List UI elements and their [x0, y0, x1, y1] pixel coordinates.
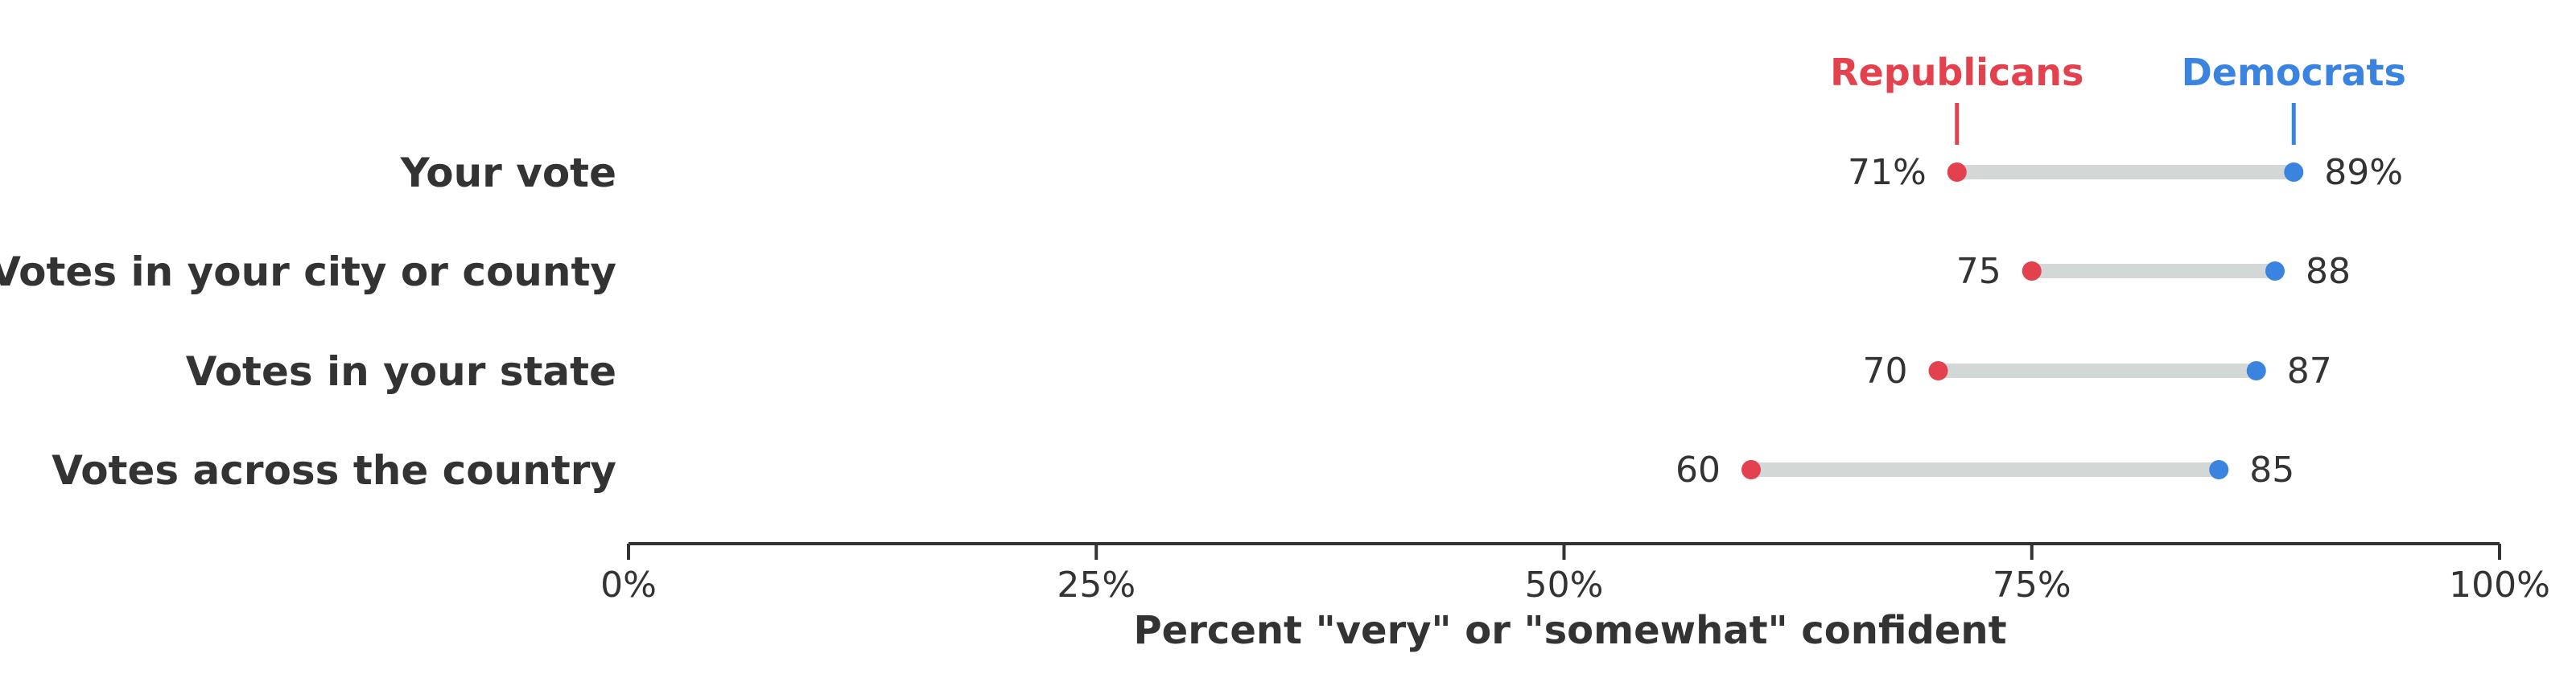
democrat-point	[2246, 361, 2266, 380]
category-label: Votes in your state	[186, 348, 616, 395]
x-tick-label: 25%	[1057, 565, 1136, 606]
republican-value-label: 60	[1675, 450, 1721, 491]
category-label: Votes in your city or county	[0, 249, 616, 295]
democrat-value-label: 87	[2287, 351, 2332, 392]
data-labels: 71% 89% 75 88 70 87 60 85	[1675, 152, 2403, 491]
x-axis-title: Percent "very" or "somewhat" confident	[1133, 608, 2006, 653]
x-tick-label: 100%	[2449, 565, 2550, 606]
republican-point	[2022, 261, 2042, 281]
republican-value-label: 70	[1863, 351, 1908, 392]
democrat-point	[2209, 460, 2229, 479]
democrat-value-label: 89%	[2324, 152, 2403, 193]
category-label: Votes across the country	[52, 447, 616, 494]
x-tick-label: 75%	[1993, 565, 2071, 606]
category-labels: Your vote Votes in your city or county Vot…	[0, 150, 616, 494]
democrat-value-label: 88	[2306, 251, 2351, 292]
democrat-value-label: 85	[2249, 450, 2294, 491]
data-points	[1741, 162, 2304, 479]
democrats-legend-label: Democrats	[2182, 51, 2406, 94]
democrat-point	[2284, 162, 2304, 182]
category-label: Your vote	[400, 150, 616, 196]
range-bars	[1751, 165, 2294, 477]
x-tick-label: 50%	[1525, 565, 1604, 606]
x-axis: 0% 25% 50% 75% 100%	[600, 542, 2550, 606]
republican-point	[1928, 361, 1948, 380]
republican-value-label: 75	[1956, 251, 2001, 292]
legend: Republicans Democrats	[1830, 51, 2406, 145]
democrat-point	[2265, 261, 2285, 281]
republican-value-label: 71%	[1848, 152, 1927, 193]
republicans-legend-label: Republicans	[1830, 51, 2083, 94]
republican-point	[1741, 460, 1761, 479]
x-tick-label: 0%	[600, 565, 657, 606]
republican-point	[1947, 162, 1967, 182]
